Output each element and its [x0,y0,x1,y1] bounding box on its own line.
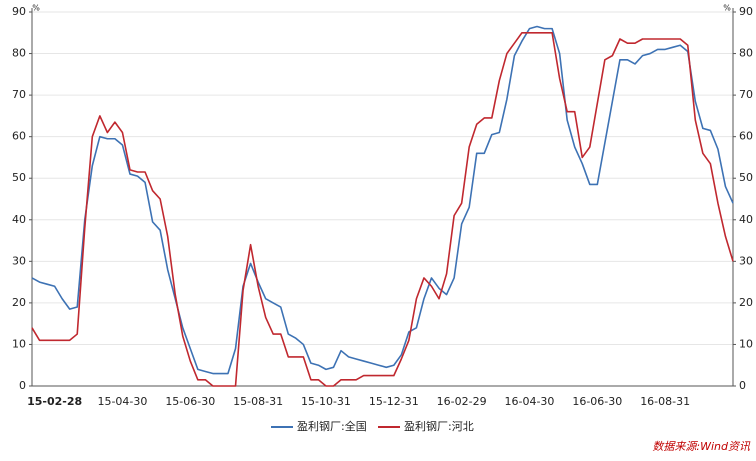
line [31,25,734,375]
x-tick-label: 16-08-31 [640,395,690,408]
y2-tick-label: 50 [739,171,753,184]
legend-label: 盈利钢厂:全国 [297,419,367,433]
y-unit: % [32,4,40,13]
y-tick-label: 50 [12,171,26,184]
y-tick-label: 10 [12,337,26,350]
y2-tick-label: 30 [739,254,753,267]
y-tick-label: 70 [12,88,26,101]
x-tick-label: 15-08-31 [233,395,283,408]
y2-unit: % [723,4,731,13]
y2-tick-label: 60 [739,130,753,143]
x-tick-label: 15-04-30 [97,395,147,408]
x-tick-label: 16-02-29 [437,395,487,408]
y2-tick-label: 10 [739,337,753,350]
x-tick-label: 16-06-30 [572,395,622,408]
y2-tick-label: 90 [739,5,753,18]
line [31,31,734,387]
legend-label: 盈利钢厂:河北 [404,420,474,433]
x-tick-label: 15-12-31 [369,395,419,408]
y2-tick-label: 20 [739,296,753,309]
x-tick-label: 16-04-30 [505,395,555,408]
y2-tick-label: 40 [739,213,753,226]
y-tick-label: 0 [19,379,26,392]
x-tick-label: 15-06-30 [165,395,215,408]
x-tick-label: 15-10-31 [301,395,351,408]
y-tick-label: 90 [12,5,26,18]
x-tick-label: 15-02-28 [27,395,82,408]
source: 数据来源:Wind资讯 [652,440,751,453]
y-tick-label: 20 [12,296,26,309]
y2-tick-label: 80 [739,47,753,60]
y-tick-label: 30 [12,254,26,267]
y-tick-label: 40 [12,213,26,226]
y2-tick-label: 0 [739,379,746,392]
y-tick-label: 80 [12,47,26,60]
y2-tick-label: 70 [739,88,753,101]
y-tick-label: 60 [12,130,26,143]
